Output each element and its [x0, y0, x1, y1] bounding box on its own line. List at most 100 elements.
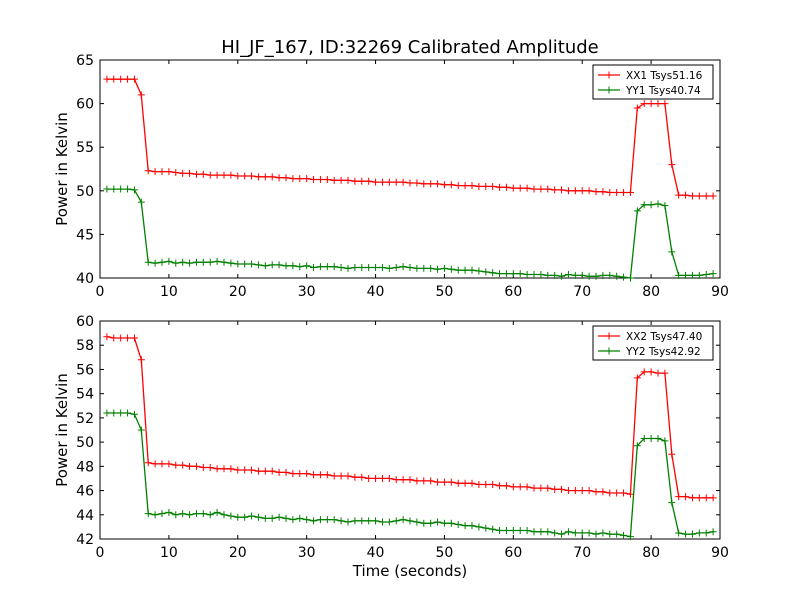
data-point [626, 274, 634, 282]
legend-marker [605, 86, 613, 94]
data-point [475, 267, 483, 275]
x-tick-label: 80 [642, 284, 660, 300]
data-point [365, 517, 373, 525]
data-point [523, 271, 531, 279]
x-tick-label: 0 [96, 545, 105, 561]
y-axis-label: Power in Kelvin [53, 112, 71, 226]
data-point [289, 262, 297, 270]
data-point [468, 522, 476, 530]
x-tick-label: 30 [298, 284, 316, 300]
data-point [206, 171, 214, 179]
data-point [682, 493, 690, 501]
data-point [578, 529, 586, 537]
data-point [599, 488, 607, 496]
data-point [599, 529, 607, 537]
data-point [117, 334, 125, 342]
data-point [626, 189, 634, 197]
data-point [502, 527, 510, 535]
data-point [523, 184, 531, 192]
data-point [599, 188, 607, 196]
data-point [496, 270, 504, 278]
data-point [468, 182, 476, 190]
data-point [289, 175, 297, 183]
data-point [571, 271, 579, 279]
data-point [268, 261, 276, 269]
data-point [385, 518, 393, 526]
data-point [585, 529, 593, 537]
y-tick-label: 48 [76, 459, 94, 475]
data-point [310, 471, 318, 479]
data-point [130, 75, 138, 83]
data-point [654, 200, 662, 208]
data-point [427, 519, 435, 527]
data-point [151, 460, 159, 468]
data-point [144, 459, 152, 467]
data-point [647, 368, 655, 376]
data-point [633, 207, 641, 215]
data-point [578, 187, 586, 195]
data-point [130, 334, 138, 342]
plot-frame [99, 320, 721, 540]
legend-marker [605, 71, 613, 79]
x-tick-label: 40 [367, 284, 385, 300]
data-point [199, 170, 207, 178]
data-point [186, 169, 194, 177]
y-tick-label: 52 [76, 411, 94, 427]
x-tick-label: 20 [229, 545, 247, 561]
data-point [303, 516, 311, 524]
legend-entry: XX2 Tsys47.40 [626, 331, 702, 343]
data-point [213, 508, 221, 516]
data-point [675, 529, 683, 537]
data-point [620, 531, 628, 539]
x-tick-label: 30 [298, 545, 316, 561]
data-point [475, 481, 483, 488]
data-point [688, 271, 696, 279]
data-point [702, 271, 710, 279]
data-point [688, 192, 696, 200]
data-point [571, 187, 579, 195]
data-point [420, 264, 428, 272]
series-2 [103, 409, 717, 541]
data-point [702, 529, 710, 537]
data-point [447, 265, 455, 273]
data-point [585, 272, 593, 280]
data-point [144, 167, 152, 175]
data-point [351, 473, 359, 481]
data-point [378, 518, 386, 526]
data-point [206, 464, 214, 472]
data-point [399, 476, 407, 484]
data-point [620, 273, 628, 281]
data-point [571, 487, 579, 495]
data-point [344, 472, 352, 480]
data-point [668, 450, 676, 458]
data-point [454, 182, 462, 190]
data-point [186, 511, 194, 519]
data-point [530, 484, 538, 492]
y-tick-label: 54 [76, 387, 94, 403]
data-point [661, 437, 669, 445]
data-point [509, 527, 517, 535]
data-point [413, 477, 421, 485]
data-point [358, 517, 366, 525]
data-point [172, 461, 180, 469]
data-point [606, 189, 614, 197]
data-point [261, 467, 269, 475]
data-point [434, 180, 442, 188]
data-point [261, 262, 269, 270]
data-point [165, 460, 173, 468]
data-point [654, 369, 662, 377]
data-point [668, 161, 676, 169]
x-tick-label: 50 [436, 545, 454, 561]
data-point [137, 356, 145, 364]
data-point [523, 527, 531, 535]
data-point [592, 530, 600, 538]
data-point [199, 464, 207, 472]
data-point [489, 269, 497, 277]
data-point [192, 462, 200, 470]
data-point [592, 188, 600, 196]
legend: XX1 Tsys51.16 YY1 Tsys40.74 [592, 64, 714, 100]
data-point [344, 518, 352, 526]
data-point [592, 272, 600, 280]
data-point [261, 514, 269, 522]
